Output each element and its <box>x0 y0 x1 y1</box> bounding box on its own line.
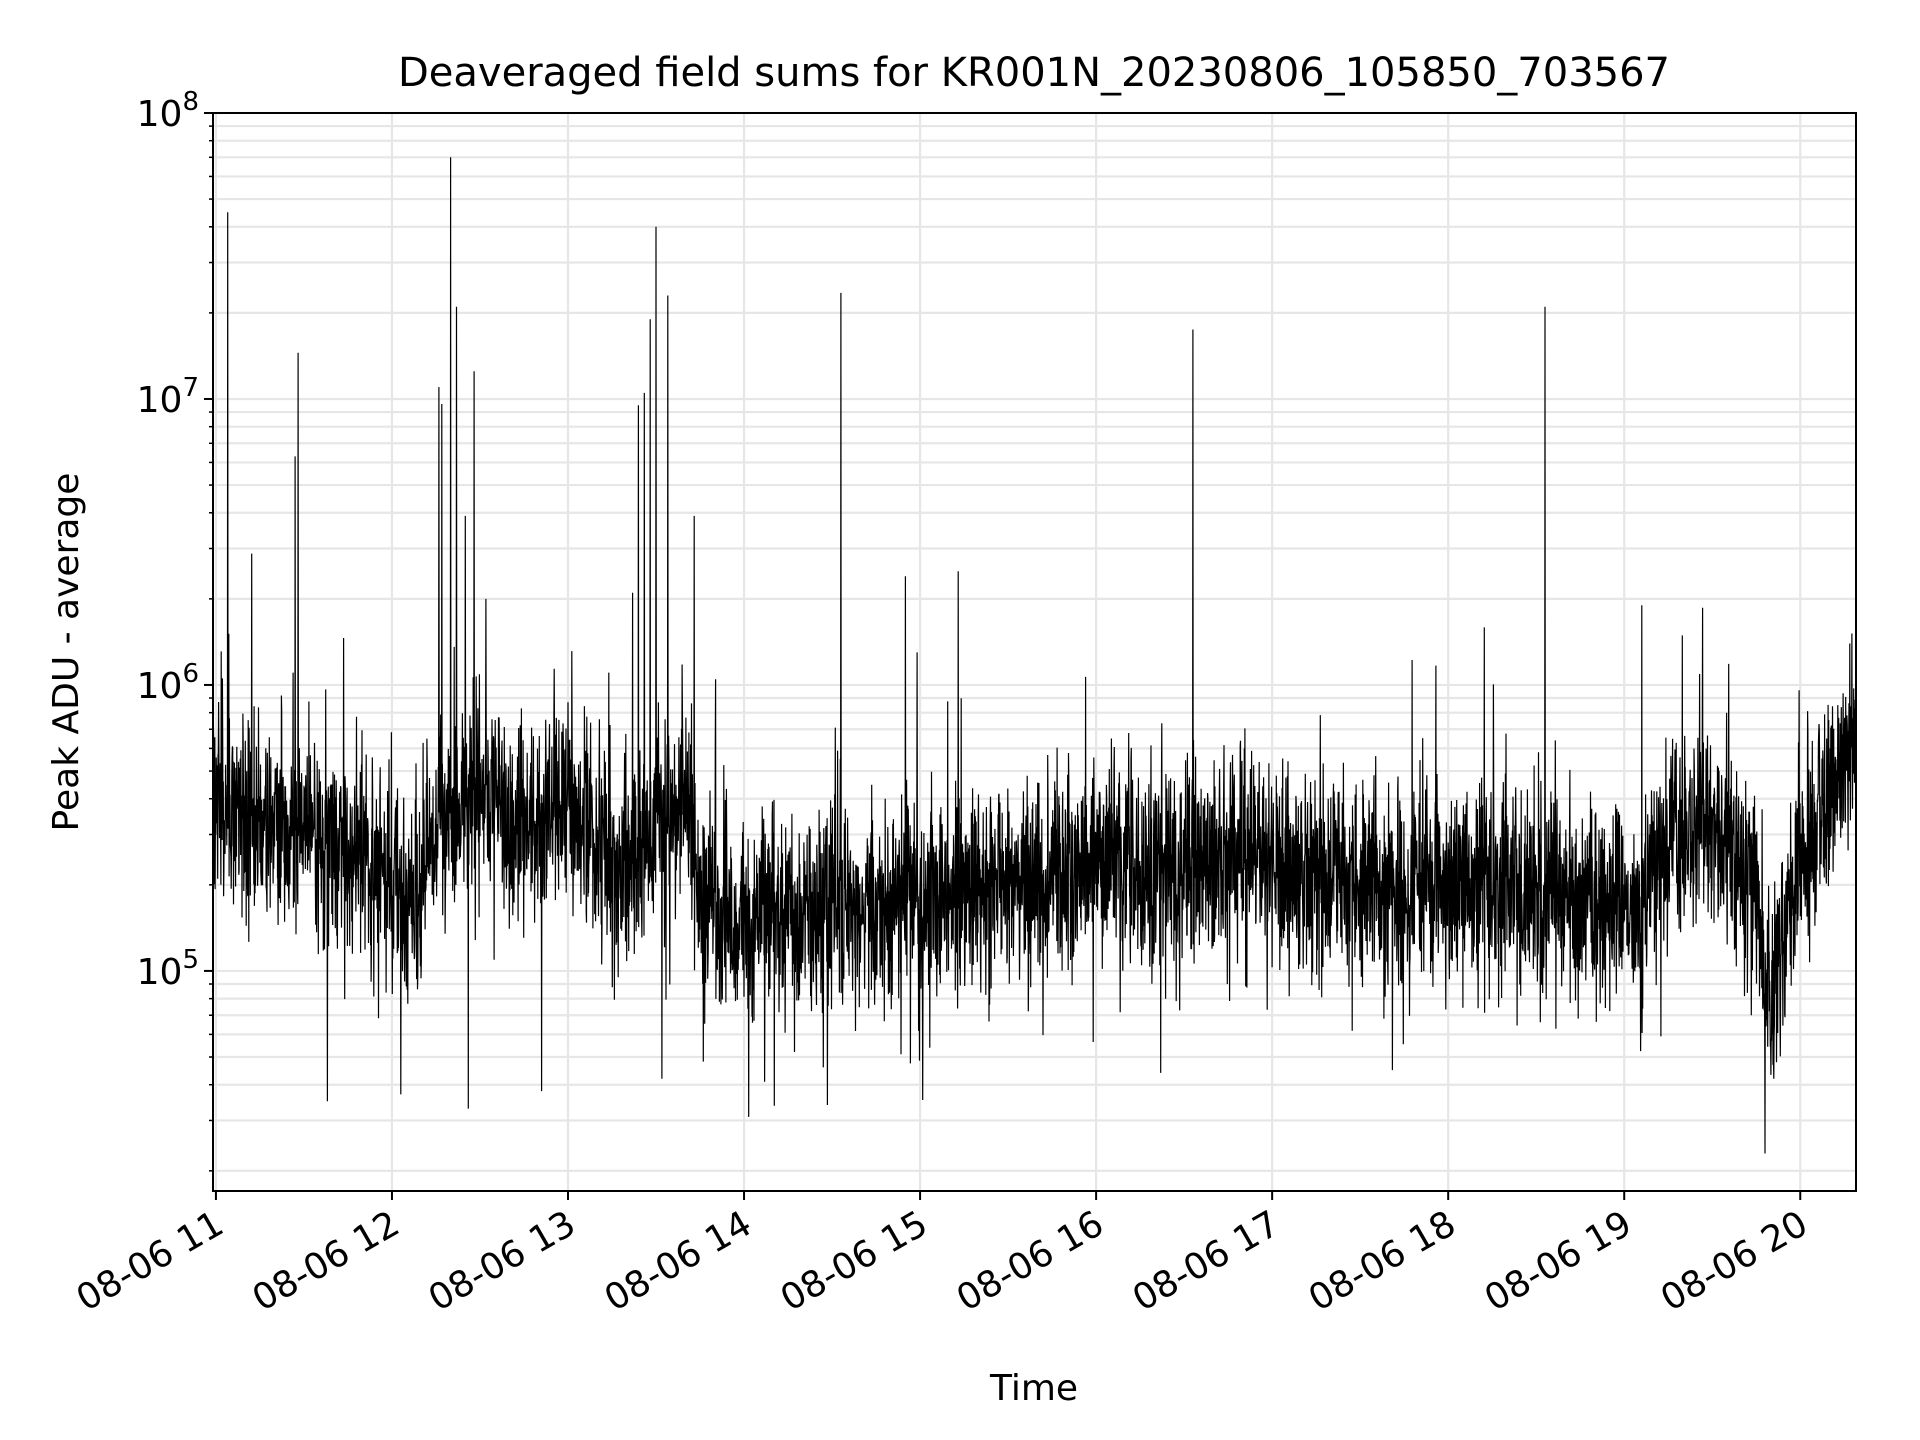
x-axis-label: Time <box>989 1368 1078 1409</box>
y-tick-label: 105 <box>137 945 199 993</box>
series-layer <box>212 157 1857 1154</box>
series-line <box>212 157 1857 1154</box>
chart-title: Deaveraged field sums for KR001N_2023080… <box>398 50 1670 96</box>
y-tick-label: 108 <box>137 87 199 135</box>
y-tick-label: 107 <box>137 373 199 421</box>
y-tick-label: 106 <box>137 659 199 707</box>
y-axis-label: Peak ADU - average <box>46 473 87 832</box>
plot-frame <box>212 112 1857 1192</box>
y-axis: 105 106 107 108 <box>137 87 213 1172</box>
